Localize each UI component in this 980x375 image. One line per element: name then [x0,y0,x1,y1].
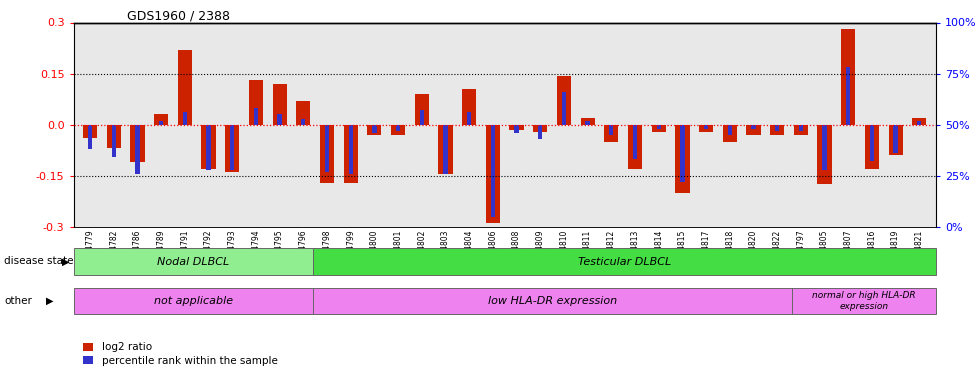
Text: other: other [4,296,31,306]
Bar [443,124,448,174]
Bar [88,124,92,149]
Bar [438,124,453,174]
Bar [775,124,779,131]
Bar [846,68,851,124]
Bar [154,114,169,125]
Bar [207,124,211,170]
Bar [562,92,566,124]
Bar [313,248,936,275]
Bar [491,124,495,217]
Bar [510,124,523,130]
Bar [533,124,548,132]
Text: GDS1960 / 2388: GDS1960 / 2388 [127,9,230,22]
Bar [864,124,879,169]
Bar [794,124,808,135]
Bar [349,124,353,174]
Bar [419,110,424,125]
Bar [368,124,381,135]
Bar [391,124,405,135]
Bar [675,124,690,193]
Bar [177,50,192,124]
Bar [74,248,313,275]
Text: disease state: disease state [4,256,74,266]
Bar [699,124,713,132]
Bar [135,124,139,174]
Bar [704,124,709,129]
Bar [889,124,903,155]
Bar [130,124,145,162]
Bar [486,124,500,224]
Bar [580,118,595,124]
Text: low HLA-DR expression: low HLA-DR expression [488,296,617,306]
Bar [770,124,784,135]
Bar [912,118,926,124]
Bar [462,89,476,125]
Bar [817,124,832,184]
Bar [799,124,803,131]
Text: not applicable: not applicable [154,296,233,306]
Bar [325,124,329,172]
Bar [202,124,216,169]
Bar [917,121,921,124]
Bar [652,124,665,132]
Bar [605,124,618,142]
Text: Testicular DLBCL: Testicular DLBCL [578,256,671,267]
Bar [319,124,334,183]
Bar [74,288,313,314]
Bar [83,124,97,138]
Bar [657,124,661,129]
Bar [585,121,590,124]
Bar [752,124,756,129]
Bar [230,124,234,170]
Bar [254,108,258,124]
Bar [747,124,760,135]
Bar [112,124,116,158]
Bar [841,29,856,124]
Bar [870,124,874,162]
Bar [628,124,642,169]
Bar [894,124,898,153]
Text: Nodal DLBCL: Nodal DLBCL [157,256,229,267]
Bar [296,101,311,124]
Bar [680,124,684,182]
Bar [372,124,376,133]
Bar [272,84,287,124]
Bar [301,118,306,124]
Bar [722,124,737,142]
Legend: log2 ratio, percentile rank within the sample: log2 ratio, percentile rank within the s… [78,338,281,370]
Bar [344,124,358,183]
Bar [159,121,164,124]
Text: ▶: ▶ [62,256,70,266]
Bar [415,94,429,124]
Bar [182,112,187,125]
Bar [610,124,613,135]
Bar [514,124,518,133]
Bar [538,124,542,139]
Bar [467,112,471,125]
Bar [225,124,239,172]
Bar [107,124,121,148]
Bar [727,124,732,135]
Text: normal or high HLA-DR
expression: normal or high HLA-DR expression [812,291,916,310]
Bar [822,124,827,170]
Bar [633,124,637,159]
Bar [792,288,936,314]
Bar [557,76,571,124]
Bar [277,114,282,125]
Bar [249,80,263,124]
Text: ▶: ▶ [46,296,54,306]
Bar [313,288,792,314]
Bar [396,124,400,131]
